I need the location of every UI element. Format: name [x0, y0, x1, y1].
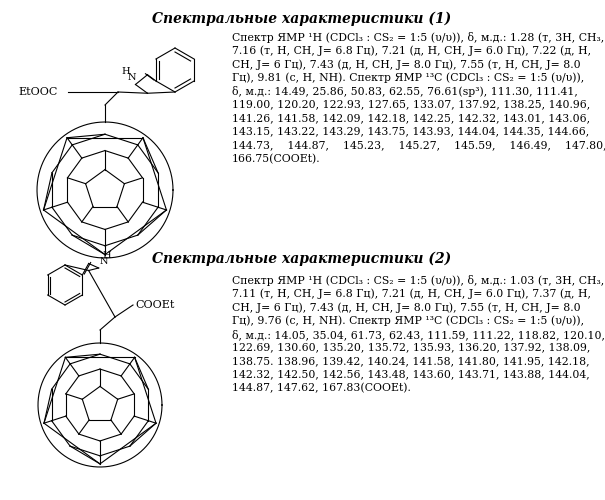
- Text: H: H: [121, 68, 130, 76]
- Text: 166.75(COOEt).: 166.75(COOEt).: [232, 154, 321, 164]
- Text: 144.87, 147.62, 167.83(COOEt).: 144.87, 147.62, 167.83(COOEt).: [232, 383, 411, 394]
- Text: 119.00, 120.20, 122.93, 127.65, 133.07, 137.92, 138.25, 140.96,: 119.00, 120.20, 122.93, 127.65, 133.07, …: [232, 100, 590, 110]
- Text: 142.32, 142.50, 142.56, 143.48, 143.60, 143.71, 143.88, 144.04,: 142.32, 142.50, 142.56, 143.48, 143.60, …: [232, 370, 590, 380]
- Text: EtOOC: EtOOC: [18, 87, 57, 97]
- Text: δ, м.д.: 14.05, 35.04, 61.73, 62.43, 111.59, 111.22, 118.82, 120.10,: δ, м.д.: 14.05, 35.04, 61.73, 62.43, 111…: [232, 329, 605, 340]
- Text: COOEt: COOEt: [135, 300, 174, 310]
- Text: Спектральные характеристики (1): Спектральные характеристики (1): [152, 12, 451, 26]
- Text: 7.16 (т, H, CH, J= 6.8 Гц), 7.21 (д, H, CH, J= 6.0 Гц), 7.22 (д, H,: 7.16 (т, H, CH, J= 6.8 Гц), 7.21 (д, H, …: [232, 46, 591, 56]
- Text: 141.26, 141.58, 142.09, 142.18, 142.25, 142.32, 143.01, 143.06,: 141.26, 141.58, 142.09, 142.18, 142.25, …: [232, 113, 590, 123]
- Text: Гц), 9.76 (с, H, NH). Спектр ЯМР ¹³C (CDCl₃ : CS₂ = 1:5 (υ/υ)),: Гц), 9.76 (с, H, NH). Спектр ЯМР ¹³C (CD…: [232, 316, 584, 326]
- Text: Спектр ЯМР ¹H (CDCl₃ : CS₂ = 1:5 (υ/υ)), δ, м.д.: 1.03 (т, 3H, CH₃, J= 7.2 Гц), : Спектр ЯМР ¹H (CDCl₃ : CS₂ = 1:5 (υ/υ)),…: [232, 275, 605, 286]
- Text: δ, м.д.: 14.49, 25.86, 50.83, 62.55, 76.61(sp³), 111.30, 111.41,: δ, м.д.: 14.49, 25.86, 50.83, 62.55, 76.…: [232, 86, 578, 97]
- Text: H: H: [102, 251, 111, 260]
- Text: Спектральные характеристики (2): Спектральные характеристики (2): [152, 252, 451, 266]
- Text: CH, J= 6 Гц), 7.43 (д, H, CH, J= 8.0 Гц), 7.55 (т, H, CH, J= 8.0: CH, J= 6 Гц), 7.43 (д, H, CH, J= 8.0 Гц)…: [232, 302, 581, 312]
- Text: 143.15, 143.22, 143.29, 143.75, 143.93, 144.04, 144.35, 144.66,: 143.15, 143.22, 143.29, 143.75, 143.93, …: [232, 126, 589, 136]
- Text: Гц), 9.81 (с, H, NH). Спектр ЯМР ¹³C (CDCl₃ : CS₂ = 1:5 (υ/υ)),: Гц), 9.81 (с, H, NH). Спектр ЯМР ¹³C (CD…: [232, 72, 584, 83]
- Text: Спектр ЯМР ¹H (CDCl₃ : CS₂ = 1:5 (υ/υ)), δ, м.д.: 1.28 (т, 3H, CH₃, J= 7.2 Гц), : Спектр ЯМР ¹H (CDCl₃ : CS₂ = 1:5 (υ/υ)),…: [232, 32, 605, 43]
- Text: 144.73,    144.87,    145.23,    145.27,    145.59,    146.49,    147.80,: 144.73, 144.87, 145.23, 145.27, 145.59, …: [232, 140, 605, 150]
- Text: CH, J= 6 Гц), 7.43 (д, H, CH, J= 8.0 Гц), 7.55 (т, H, CH, J= 8.0: CH, J= 6 Гц), 7.43 (д, H, CH, J= 8.0 Гц)…: [232, 59, 581, 70]
- Text: 122.69, 130.60, 135.20, 135.72, 135.93, 136.20, 137.92, 138.09,: 122.69, 130.60, 135.20, 135.72, 135.93, …: [232, 342, 590, 352]
- Text: 7.11 (т, H, CH, J= 6.8 Гц), 7.21 (д, H, CH, J= 6.0 Гц), 7.37 (д, H,: 7.11 (т, H, CH, J= 6.8 Гц), 7.21 (д, H, …: [232, 288, 591, 299]
- Text: N: N: [99, 257, 108, 266]
- Text: N: N: [127, 74, 136, 82]
- Text: 138.75. 138.96, 139.42, 140.24, 141.58, 141.80, 141.95, 142.18,: 138.75. 138.96, 139.42, 140.24, 141.58, …: [232, 356, 590, 366]
